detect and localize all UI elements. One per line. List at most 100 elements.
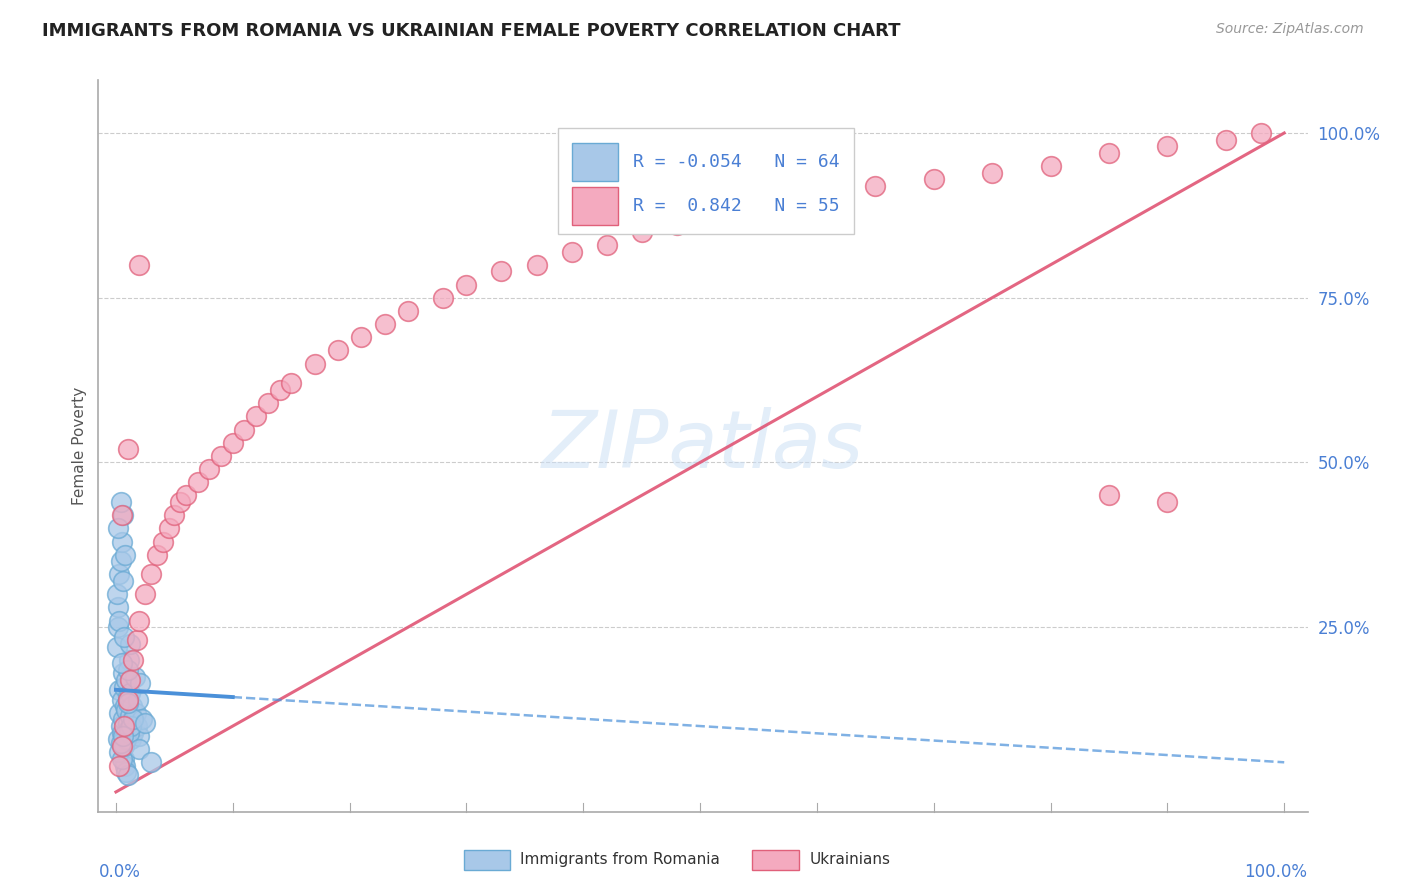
Point <box>114 548 136 562</box>
Point <box>169 495 191 509</box>
Point <box>280 376 302 391</box>
Text: Ukrainians: Ukrainians <box>810 853 891 867</box>
Point <box>222 435 245 450</box>
Point <box>110 719 132 733</box>
Point <box>187 475 209 490</box>
Point <box>111 713 134 727</box>
Point <box>112 752 135 766</box>
Point <box>117 696 139 710</box>
Point <box>108 706 131 720</box>
Point <box>111 752 134 766</box>
Point <box>118 709 141 723</box>
Point <box>595 238 617 252</box>
Point <box>105 587 128 601</box>
Point <box>1098 145 1121 160</box>
Point <box>163 508 186 523</box>
Point <box>396 304 419 318</box>
Text: Immigrants from Romania: Immigrants from Romania <box>520 853 720 867</box>
Point <box>806 186 828 200</box>
Point <box>111 657 134 671</box>
Point <box>117 768 139 782</box>
Point <box>121 699 143 714</box>
Point <box>117 715 139 730</box>
Text: Source: ZipAtlas.com: Source: ZipAtlas.com <box>1216 22 1364 37</box>
Point <box>117 663 139 677</box>
Point <box>117 442 139 457</box>
Point <box>456 277 478 292</box>
Point <box>134 587 156 601</box>
Point <box>1156 495 1178 509</box>
Point <box>561 244 583 259</box>
Point <box>981 165 1004 179</box>
Point <box>120 719 142 733</box>
Text: 100.0%: 100.0% <box>1244 863 1308 881</box>
Point <box>112 719 135 733</box>
Point <box>114 729 136 743</box>
Point <box>146 548 169 562</box>
Point <box>127 692 149 706</box>
Point <box>125 706 148 720</box>
Point <box>110 495 132 509</box>
Point <box>118 653 141 667</box>
Point <box>115 765 138 780</box>
Point <box>118 723 141 737</box>
Point <box>111 508 134 523</box>
Point <box>1098 488 1121 502</box>
Point <box>120 732 142 747</box>
Point <box>118 637 141 651</box>
Point <box>326 343 349 358</box>
Point <box>117 692 139 706</box>
Point <box>139 756 162 770</box>
Point <box>139 567 162 582</box>
Point <box>111 739 134 753</box>
Point <box>157 521 180 535</box>
Text: R = -0.054   N = 64: R = -0.054 N = 64 <box>633 153 839 171</box>
Point <box>700 211 723 226</box>
Point <box>111 725 134 739</box>
Point <box>128 614 150 628</box>
Point <box>114 699 136 714</box>
Point <box>111 729 134 743</box>
Point <box>118 686 141 700</box>
Point <box>304 357 326 371</box>
Point <box>107 521 129 535</box>
Point <box>112 735 135 749</box>
FancyBboxPatch shape <box>558 128 855 234</box>
Point <box>108 614 131 628</box>
Point <box>112 630 135 644</box>
Point <box>108 758 131 772</box>
Point <box>665 219 688 233</box>
Point <box>110 735 132 749</box>
Point <box>115 673 138 687</box>
Point <box>129 676 152 690</box>
Point <box>209 449 232 463</box>
Point <box>111 534 134 549</box>
Point <box>134 715 156 730</box>
Point <box>350 330 373 344</box>
Text: R =  0.842   N = 55: R = 0.842 N = 55 <box>633 197 839 215</box>
Point <box>108 746 131 760</box>
Point <box>526 258 548 272</box>
Point <box>1039 159 1062 173</box>
Point <box>117 690 139 704</box>
Point <box>125 719 148 733</box>
Point <box>1156 139 1178 153</box>
FancyBboxPatch shape <box>572 144 619 181</box>
Point <box>256 396 278 410</box>
Point <box>111 692 134 706</box>
Point <box>111 666 134 681</box>
Point <box>491 264 513 278</box>
Point <box>115 732 138 747</box>
Text: 0.0%: 0.0% <box>98 863 141 881</box>
Point <box>112 680 135 694</box>
Point <box>124 670 146 684</box>
Point <box>108 567 131 582</box>
Point <box>115 702 138 716</box>
Point <box>174 488 197 502</box>
Point <box>125 633 148 648</box>
Point <box>152 534 174 549</box>
Point <box>1215 132 1237 146</box>
Point <box>432 291 454 305</box>
Point <box>770 192 793 206</box>
Point <box>128 258 150 272</box>
